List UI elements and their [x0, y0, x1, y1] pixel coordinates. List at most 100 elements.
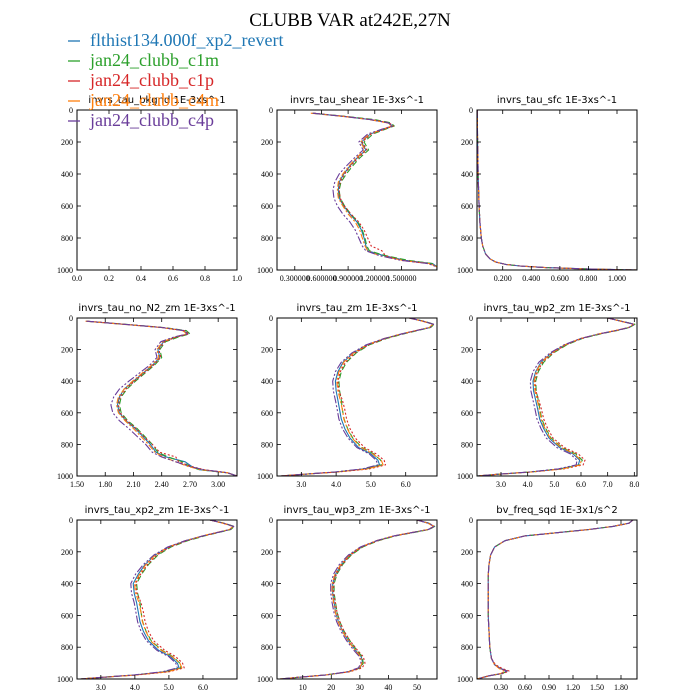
y-tick-label: 600	[261, 202, 273, 211]
y-tick-label: 800	[461, 643, 473, 652]
series-line-3	[477, 110, 637, 270]
y-tick-label: 1000	[257, 266, 273, 275]
panel-title: invrs_tau_wp2_zm 1E-3xs^-1	[484, 303, 631, 314]
y-tick-label: 400	[261, 170, 273, 179]
y-tick-label: 800	[461, 440, 473, 449]
panel-9: bv_freq_sqd 1E-3x1/s^2 0 200 400 600 800 1000 0…	[457, 505, 638, 692]
panel-title: bv_freq_sqd 1E-3x1/s^2	[496, 505, 618, 516]
x-tick-label: 10	[299, 683, 307, 692]
y-tick-label: 400	[61, 170, 73, 179]
y-tick-label: 200	[61, 138, 73, 147]
series-line-1	[477, 110, 637, 270]
panel-title: invrs_tau_shear 1E-3xs^-1	[290, 95, 424, 106]
y-tick-label: 400	[261, 377, 273, 386]
y-tick-label: 200	[261, 138, 273, 147]
x-tick-label: 0.60	[518, 683, 532, 692]
y-tick-label: 1000	[57, 675, 73, 684]
x-tick-label: 5.0	[164, 683, 174, 692]
y-tick-label: 1000	[457, 472, 473, 481]
legend-label: jan24_clubb_c4p	[89, 110, 214, 130]
panel-6: invrs_tau_wp2_zm 1E-3xs^-1 0 200 400 600 800 1…	[457, 303, 639, 489]
legend-item: flthist134.000f_xp2_revert	[68, 30, 283, 50]
panel-grid: invrs_tau_bkgnd 1E-3xs^-1020040060080010…	[57, 95, 639, 692]
series-line-5	[279, 520, 435, 679]
y-tick-label: 600	[461, 409, 473, 418]
x-tick-label: 0.0	[72, 274, 82, 283]
x-tick-label: 0.4	[136, 274, 146, 283]
series-line-4	[477, 110, 637, 270]
series-line-5	[477, 318, 635, 476]
x-tick-label: 2.40	[155, 480, 169, 489]
series-group	[280, 318, 435, 476]
y-tick-label: 800	[61, 234, 73, 243]
x-tick-label: 0.90	[542, 683, 556, 692]
x-tick-label: 4.0	[331, 480, 341, 489]
series-line-4	[80, 520, 234, 679]
y-tick-label: 600	[461, 611, 473, 620]
series-line-2	[80, 520, 235, 679]
series-line-4	[280, 318, 434, 476]
x-tick-label: 0.2	[104, 274, 114, 283]
x-tick-label: 1.50	[70, 480, 84, 489]
y-tick-label: 400	[461, 580, 473, 589]
series-line-5	[280, 318, 435, 476]
plot-frame	[476, 519, 638, 680]
series-line-5	[312, 112, 437, 270]
y-tick-label: 800	[261, 440, 273, 449]
plot-frame	[276, 519, 438, 680]
x-tick-label: 3.00	[211, 480, 225, 489]
legend-label: jan24_clubb_c1m	[89, 50, 219, 70]
x-tick-label: 1.000	[608, 274, 626, 283]
y-tick-label: 600	[61, 611, 73, 620]
panel-5: invrs_tau_zm 1E-3xs^-1 0 200 400 600 800 1000 3…	[257, 303, 438, 489]
y-tick-label: 800	[261, 234, 273, 243]
series-line-2	[280, 318, 435, 476]
x-tick-label: 0.800	[579, 274, 597, 283]
y-tick-label: 0	[69, 314, 73, 323]
panel-title: invrs_tau_no_N2_zm 1E-3xs^-1	[78, 303, 235, 314]
y-tick-label: 600	[261, 611, 273, 620]
legend: flthist134.000f_xp2_revertjan24_clubb_c1…	[68, 30, 283, 130]
panel-2: invrs_tau_shear 1E-3xs^-1 0 200 400 600 800 10…	[257, 95, 438, 283]
y-tick-label: 200	[261, 346, 273, 355]
series-line-2	[279, 520, 436, 679]
x-tick-label: 40	[384, 683, 392, 692]
series-line-1	[280, 318, 435, 476]
series-line-2	[477, 318, 636, 476]
y-tick-label: 0	[269, 314, 273, 323]
series-line-2	[477, 110, 637, 270]
panel-title: invrs_tau_zm 1E-3xs^-1	[296, 303, 417, 314]
y-tick-label: 1000	[57, 266, 73, 275]
series-line-1	[80, 520, 235, 679]
legend-label: jan24_clubb_c1p	[89, 70, 214, 90]
y-tick-label: 200	[461, 138, 473, 147]
x-tick-label: 3.0	[496, 480, 506, 489]
x-tick-label: 1.80	[98, 480, 112, 489]
y-tick-label: 0	[69, 516, 73, 525]
x-tick-label: 5.0	[366, 480, 376, 489]
x-tick-label: 5.0	[549, 480, 559, 489]
y-tick-label: 800	[61, 440, 73, 449]
legend-item: jan24_clubb_c4m	[68, 90, 219, 110]
series-line-5	[477, 110, 637, 270]
legend-item: jan24_clubb_c1m	[68, 50, 219, 70]
series-line-5	[80, 520, 235, 679]
series-line-3	[477, 318, 635, 476]
x-tick-label: 7.0	[603, 480, 613, 489]
x-tick-label: 0.900000	[333, 274, 363, 283]
y-tick-label: 800	[461, 234, 473, 243]
y-tick-label: 0	[69, 106, 73, 115]
y-tick-label: 200	[61, 346, 73, 355]
x-tick-label: 1.20	[566, 683, 580, 692]
y-tick-label: 0	[469, 106, 473, 115]
series-line-4	[310, 112, 437, 270]
y-tick-label: 400	[261, 580, 273, 589]
series-group	[85, 320, 237, 476]
x-tick-label: 0.6	[168, 274, 178, 283]
plot-frame	[276, 109, 438, 271]
series-group	[310, 112, 437, 270]
x-tick-label: 1.500000	[386, 274, 416, 283]
x-tick-label: 0.300000	[280, 274, 310, 283]
x-tick-label: 1.0	[232, 274, 242, 283]
panel-title: invrs_tau_sfc 1E-3xs^-1	[497, 95, 617, 106]
